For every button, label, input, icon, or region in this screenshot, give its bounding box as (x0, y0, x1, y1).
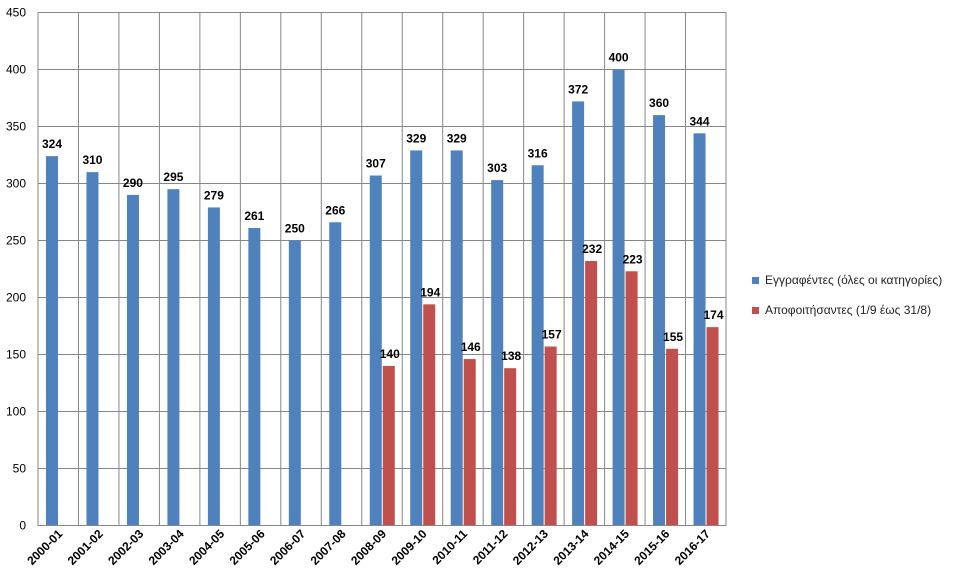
bar-graduates (423, 304, 436, 526)
bar-enrolled (653, 115, 666, 526)
x-tick-label: 2013-14 (550, 526, 591, 567)
bar-enrolled (491, 180, 504, 526)
bar-enrolled (167, 189, 180, 526)
x-tick-label: 2005-06 (227, 526, 268, 567)
bar-enrolled (288, 240, 301, 526)
data-labels: 324 310 290 295 279 261 250 266 307 140 329 194 329 1… (42, 51, 724, 364)
data-label-enrolled: 329 (406, 131, 426, 145)
legend-label-enrolled: Εγγραφέντες (όλες οι κατηγορίες) (765, 273, 943, 287)
bar-graduates (585, 261, 598, 526)
x-tick-label: 2006-07 (267, 526, 308, 567)
data-label-graduates: 155 (663, 330, 683, 344)
data-label-enrolled: 344 (690, 114, 710, 128)
data-label-enrolled: 307 (366, 157, 386, 171)
bars (46, 69, 719, 526)
y-tick-label: 0 (19, 519, 26, 533)
x-tick-label: 2009-10 (389, 526, 430, 567)
data-label-enrolled: 400 (609, 51, 629, 65)
y-tick-label: 450 (6, 6, 26, 20)
bar-graduates (382, 365, 395, 526)
data-label-graduates: 157 (542, 328, 562, 342)
y-tick-label: 50 (13, 462, 27, 476)
data-label-enrolled: 266 (325, 203, 345, 217)
y-tick-label: 350 (6, 120, 26, 134)
data-label-enrolled: 324 (42, 137, 62, 151)
x-axis-labels: 2000-01 2001-02 2002-03 2003-04 2004-05 2005-… (24, 526, 713, 567)
y-axis-labels: 0 50 100 150 200 250 300 350 400 450 (6, 6, 26, 533)
x-tick-label: 2000-01 (24, 526, 65, 567)
bar-graduates (504, 368, 517, 526)
x-tick-label: 2016-17 (672, 526, 713, 567)
y-tick-label: 300 (6, 177, 26, 191)
data-label-enrolled: 290 (123, 176, 143, 190)
data-label-enrolled: 250 (285, 222, 305, 236)
bar-enrolled (86, 172, 99, 526)
x-tick-label: 2002-03 (105, 526, 146, 567)
bar-graduates (463, 359, 476, 526)
data-label-enrolled: 372 (568, 82, 588, 96)
data-label-enrolled: 316 (528, 146, 548, 160)
x-tick-label: 2014-15 (591, 526, 632, 567)
x-tick-label: 2011-12 (470, 527, 511, 568)
x-tick-label: 2003-04 (146, 526, 187, 567)
bar-enrolled (572, 101, 585, 526)
x-tick-label: 2004-05 (186, 526, 227, 567)
x-tick-label: 2012-13 (510, 526, 551, 567)
bar-graduates (544, 346, 557, 526)
x-tick-label: 2008-09 (348, 526, 389, 567)
data-label-enrolled: 303 (487, 161, 507, 175)
data-label-graduates: 138 (501, 349, 521, 363)
legend-item-enrolled: Εγγραφέντες (όλες οι κατηγορίες) (752, 272, 942, 288)
plot-area-border (37, 12, 727, 526)
bar-graduates (706, 327, 719, 526)
legend: Εγγραφέντες (όλες οι κατηγορίες) Αποφοιτ… (752, 272, 942, 332)
data-label-enrolled: 261 (244, 209, 264, 223)
data-label-enrolled: 279 (204, 188, 224, 202)
y-tick-label: 150 (6, 348, 26, 362)
bar-graduates (625, 271, 638, 526)
bar-enrolled (126, 194, 139, 526)
x-tick-label: 2001-02 (65, 526, 106, 567)
bar-enrolled (46, 156, 58, 526)
legend-label-graduates: Αποφοιτήσαντες (1/9 έως 31/8) (765, 303, 932, 317)
bar-enrolled (531, 165, 544, 526)
bar-enrolled (693, 133, 706, 526)
legend-swatch-graduates (752, 306, 759, 314)
x-tick-label: 2015-16 (631, 526, 672, 567)
y-tick-label: 200 (6, 291, 26, 305)
y-tick-label: 400 (6, 63, 26, 77)
legend-item-graduates: Αποφοιτήσαντες (1/9 έως 31/8) (752, 302, 942, 318)
bar-graduates (666, 348, 679, 526)
data-label-graduates: 232 (582, 242, 602, 256)
legend-swatch-enrolled (752, 276, 759, 284)
bar-enrolled (369, 175, 382, 526)
x-tick-label: 2010-11 (429, 527, 470, 568)
data-label-enrolled: 295 (163, 170, 183, 184)
bar-enrolled (329, 222, 342, 526)
bar-enrolled (450, 150, 463, 526)
bar-enrolled (612, 69, 625, 526)
data-label-graduates: 194 (420, 285, 440, 299)
y-tick-label: 100 (6, 405, 26, 419)
data-label-graduates: 223 (623, 252, 643, 266)
gridlines (37, 12, 727, 526)
data-label-enrolled: 360 (649, 96, 669, 110)
bar-enrolled (207, 207, 220, 526)
y-tick-label: 250 (6, 234, 26, 248)
data-label-graduates: 146 (461, 340, 481, 354)
bar-enrolled (410, 150, 423, 526)
x-tick-label: 2007-08 (308, 526, 349, 567)
data-label-enrolled: 329 (447, 131, 467, 145)
data-label-graduates: 174 (704, 308, 724, 322)
bar-enrolled (248, 227, 261, 526)
data-label-enrolled: 310 (82, 153, 102, 167)
data-label-graduates: 140 (380, 347, 400, 361)
